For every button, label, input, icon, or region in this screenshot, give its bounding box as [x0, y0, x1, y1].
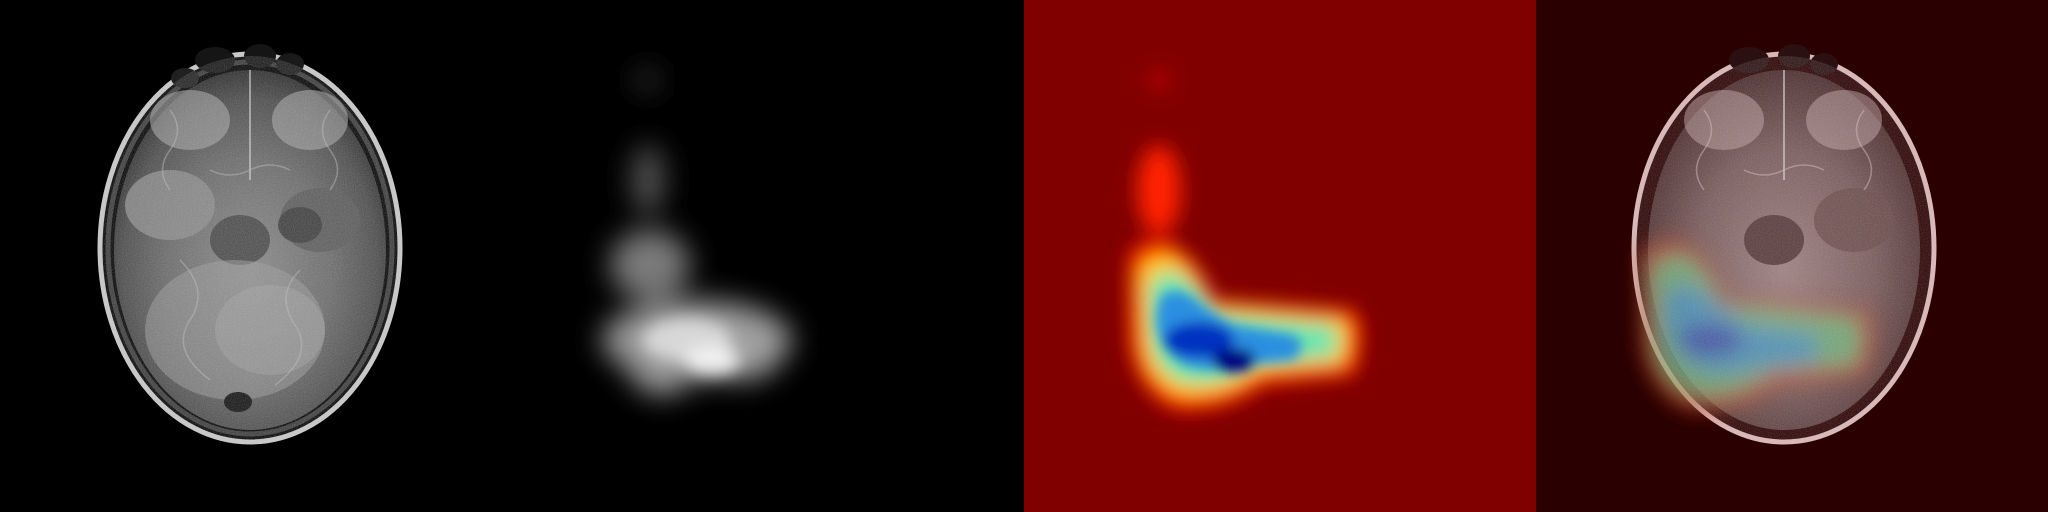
jet-heatmap-panel	[1024, 0, 1536, 512]
overlay-panel	[1536, 0, 2048, 512]
jet-heatmap	[1024, 0, 1536, 512]
grayscale-saliency-map	[602, 70, 792, 395]
mri-slice-image	[97, 44, 403, 445]
mri-slice-panel	[0, 0, 512, 512]
heatmap-overlay	[1536, 0, 2048, 512]
grayscale-saliency-panel	[512, 0, 1024, 512]
